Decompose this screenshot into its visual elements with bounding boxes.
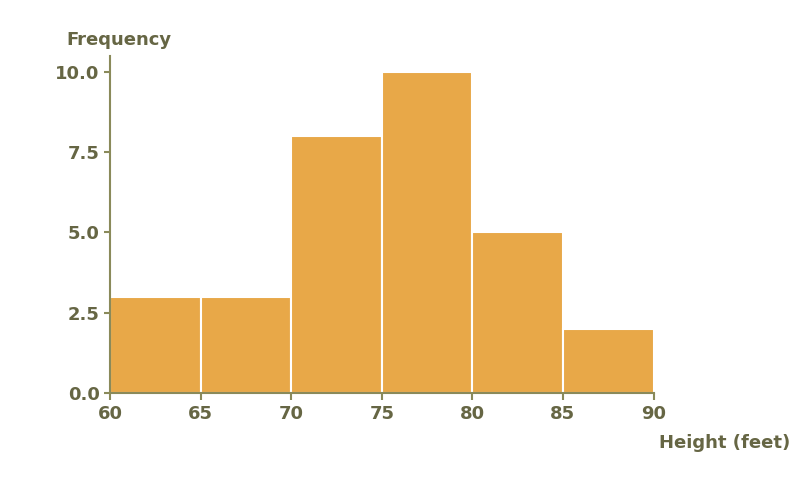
Bar	[382, 72, 472, 393]
Text: Frequency: Frequency	[67, 31, 172, 49]
Bar	[472, 233, 563, 393]
Bar	[201, 297, 291, 393]
Bar	[291, 136, 382, 393]
Bar	[563, 329, 654, 393]
Text: Height (feet): Height (feet)	[659, 434, 790, 452]
Bar	[110, 297, 201, 393]
